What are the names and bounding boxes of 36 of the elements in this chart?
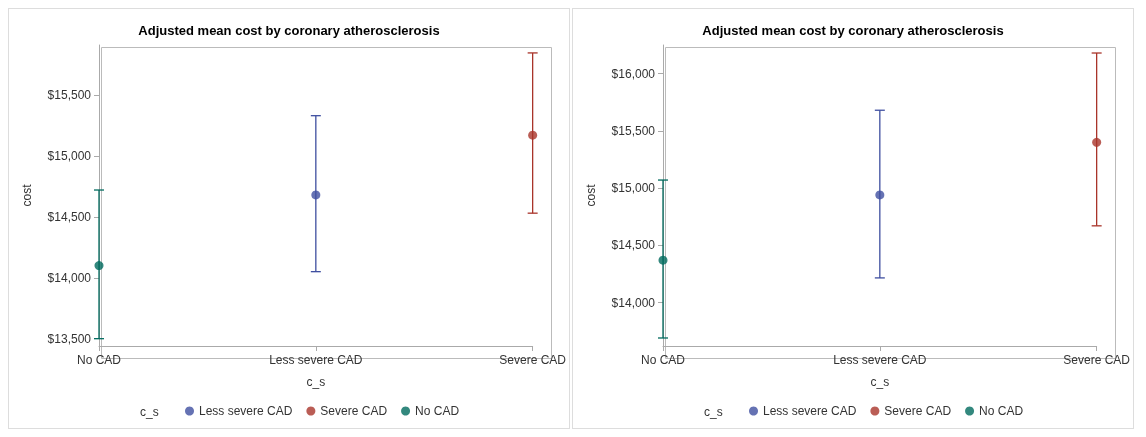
point bbox=[875, 190, 885, 200]
point bbox=[311, 190, 321, 200]
legend-label: Less severe CAD bbox=[199, 404, 293, 418]
chart-title: Adjusted mean cost by coronary atherosclerosis bbox=[138, 23, 440, 38]
y-tick-label: $14,500 bbox=[611, 238, 656, 253]
legend-label: No CAD bbox=[979, 404, 1024, 418]
y-tick-label: $15,000 bbox=[611, 181, 656, 196]
x-tick-label: No CAD bbox=[76, 353, 122, 367]
x-tick-label: Less severe CAD bbox=[833, 353, 927, 367]
point bbox=[528, 130, 538, 140]
y-axis-title: cost bbox=[584, 183, 598, 207]
x-axis-title: c_s bbox=[870, 375, 890, 389]
x-tick-label: Severe CAD bbox=[1063, 353, 1131, 367]
y-tick-label: $14,500 bbox=[47, 209, 92, 224]
x-tick-label: Severe CAD bbox=[499, 353, 567, 367]
x-tick-label: No CAD bbox=[640, 353, 686, 367]
y-tick-label: $13,500 bbox=[47, 331, 92, 346]
legend-label: Less severe CAD bbox=[763, 404, 857, 418]
y-tick-label: $15,500 bbox=[611, 123, 656, 138]
legend-label: Severe CAD bbox=[884, 404, 952, 418]
y-tick-label: $14,000 bbox=[611, 295, 656, 310]
y-tick-label: $15,000 bbox=[47, 148, 92, 163]
legend-title: c_s bbox=[140, 405, 159, 419]
legend-label: No CAD bbox=[415, 404, 460, 418]
x-tick-label: Less severe CAD bbox=[269, 353, 363, 367]
y-axis-title: cost bbox=[20, 183, 34, 207]
point bbox=[1092, 137, 1102, 147]
x-axis-title: c_s bbox=[306, 375, 326, 389]
y-tick-label: $16,000 bbox=[611, 66, 656, 81]
point bbox=[94, 261, 104, 271]
y-tick-label: $14,000 bbox=[47, 270, 92, 285]
y-tick-label: $15,500 bbox=[47, 87, 92, 102]
legend-title: c_s bbox=[704, 405, 723, 419]
chart-title: Adjusted mean cost by coronary atherosclerosis bbox=[702, 23, 1004, 38]
point bbox=[658, 255, 668, 265]
legend-label: Severe CAD bbox=[320, 404, 388, 418]
